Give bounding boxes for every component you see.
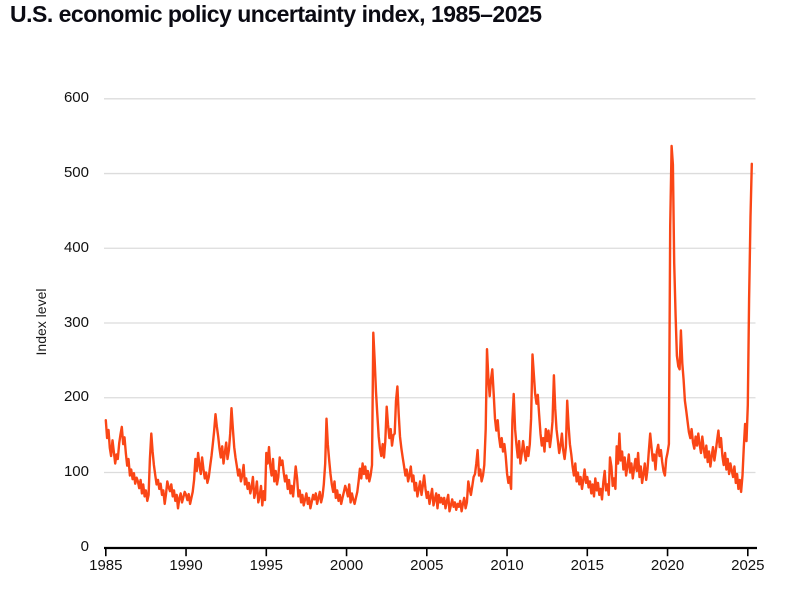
chart-title: U.S. economic policy uncertainty index, … xyxy=(10,1,542,27)
x-tick-label-1990: 1990 xyxy=(169,557,203,574)
y-tick-label-400: 400 xyxy=(63,238,89,256)
x-tick-label-2005: 2005 xyxy=(410,557,444,574)
x-tick-label-1995: 1995 xyxy=(249,557,283,574)
epu-line-series xyxy=(104,144,753,513)
y-tick-label-600: 600 xyxy=(63,89,89,107)
y-tick-label-200: 200 xyxy=(63,388,89,406)
y-tick-label-100: 100 xyxy=(63,462,89,480)
y-tick-label-0: 0 xyxy=(80,537,89,555)
x-tick-label-2015: 2015 xyxy=(570,557,604,574)
x-tick-label-2020: 2020 xyxy=(650,557,685,574)
x-tick-label-2000: 2000 xyxy=(329,557,364,574)
x-tick-label-1985: 1985 xyxy=(89,557,123,574)
y-tick-label-300: 300 xyxy=(63,313,89,331)
x-tick-label-2025: 2025 xyxy=(731,557,765,574)
y-tick-label-500: 500 xyxy=(63,164,89,182)
x-tick-label-2010: 2010 xyxy=(490,557,524,574)
